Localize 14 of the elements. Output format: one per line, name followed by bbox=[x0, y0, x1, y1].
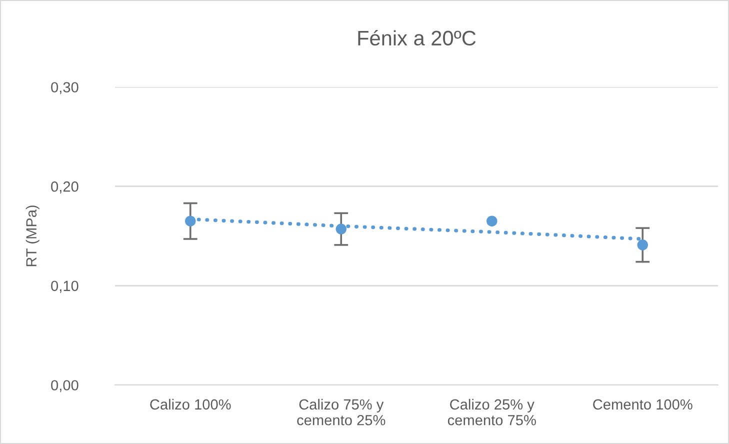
x-tick-label: Calizo 75% y cemento 25% bbox=[297, 398, 386, 426]
y-tick-label: 0,30 bbox=[51, 82, 78, 94]
y-tick-label: 0,10 bbox=[51, 280, 78, 293]
point bbox=[637, 240, 648, 250]
y-tick-label: 0,20 bbox=[51, 181, 78, 194]
x-tick-label: Calizo 25% y cemento 75% bbox=[448, 398, 536, 426]
y-tick-label: 0,00 bbox=[51, 380, 78, 392]
y-axis-title: RT (MPa) bbox=[26, 206, 40, 266]
point bbox=[336, 224, 347, 234]
x-tick-label: Cemento 100% bbox=[593, 399, 692, 410]
x-tick-label: Calizo 100% bbox=[150, 398, 231, 410]
point bbox=[184, 216, 196, 226]
point bbox=[486, 216, 498, 226]
chart-title: Fénix a 20ºC bbox=[358, 30, 476, 46]
